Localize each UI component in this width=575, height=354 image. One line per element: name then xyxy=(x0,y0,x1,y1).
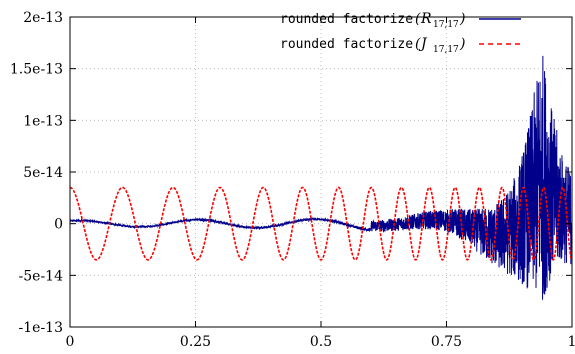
y-tick-label: 5e-14 xyxy=(23,165,63,181)
legend-subscript-r: 17,17 xyxy=(433,20,459,30)
legend-symbol-j: J xyxy=(418,36,428,52)
y-tick-label: 2e-13 xyxy=(23,10,63,26)
legend-entry-j: rounded factorize ( J 17,17 ) xyxy=(280,36,521,55)
legend-paren-close-j: ) xyxy=(459,36,465,52)
legend: rounded factorize ( R 17,17 ) rounded fa… xyxy=(280,11,521,55)
legend-paren-close-r: ) xyxy=(459,11,465,27)
x-tick-label: 0.5 xyxy=(310,334,332,350)
series-line-j xyxy=(70,186,572,261)
x-tick-label: 0.75 xyxy=(431,334,462,350)
legend-symbol-r: R xyxy=(420,11,432,27)
x-tick-label: 1 xyxy=(568,334,575,350)
x-tick-label: 0.25 xyxy=(180,334,211,350)
y-tick-label: -1e-13 xyxy=(19,320,63,336)
legend-entry-r: rounded factorize ( R 17,17 ) xyxy=(280,11,521,30)
ticks xyxy=(69,16,573,328)
legend-subscript-j: 17,17 xyxy=(433,45,459,55)
grid xyxy=(70,17,572,327)
x-tick-label: 0 xyxy=(66,334,75,350)
plot-area xyxy=(70,55,572,300)
legend-label-j: rounded factorize xyxy=(280,37,413,52)
tick-labels: 0 0.25 0.5 0.75 1 -1e-13 -5e-14 0 5e-14 1e-13 1.5e… xyxy=(10,10,575,350)
legend-label-r: rounded factorize xyxy=(280,12,413,27)
y-tick-label: -5e-14 xyxy=(19,268,64,284)
legend-paren-open-r: ( xyxy=(415,11,421,27)
y-tick-label: 0 xyxy=(54,217,63,233)
plot-frame xyxy=(69,16,573,328)
series-line-r xyxy=(70,55,572,300)
legend-paren-open-j: ( xyxy=(415,36,421,52)
y-tick-label: 1e-13 xyxy=(23,113,63,129)
y-tick-label: 1.5e-13 xyxy=(10,62,63,78)
